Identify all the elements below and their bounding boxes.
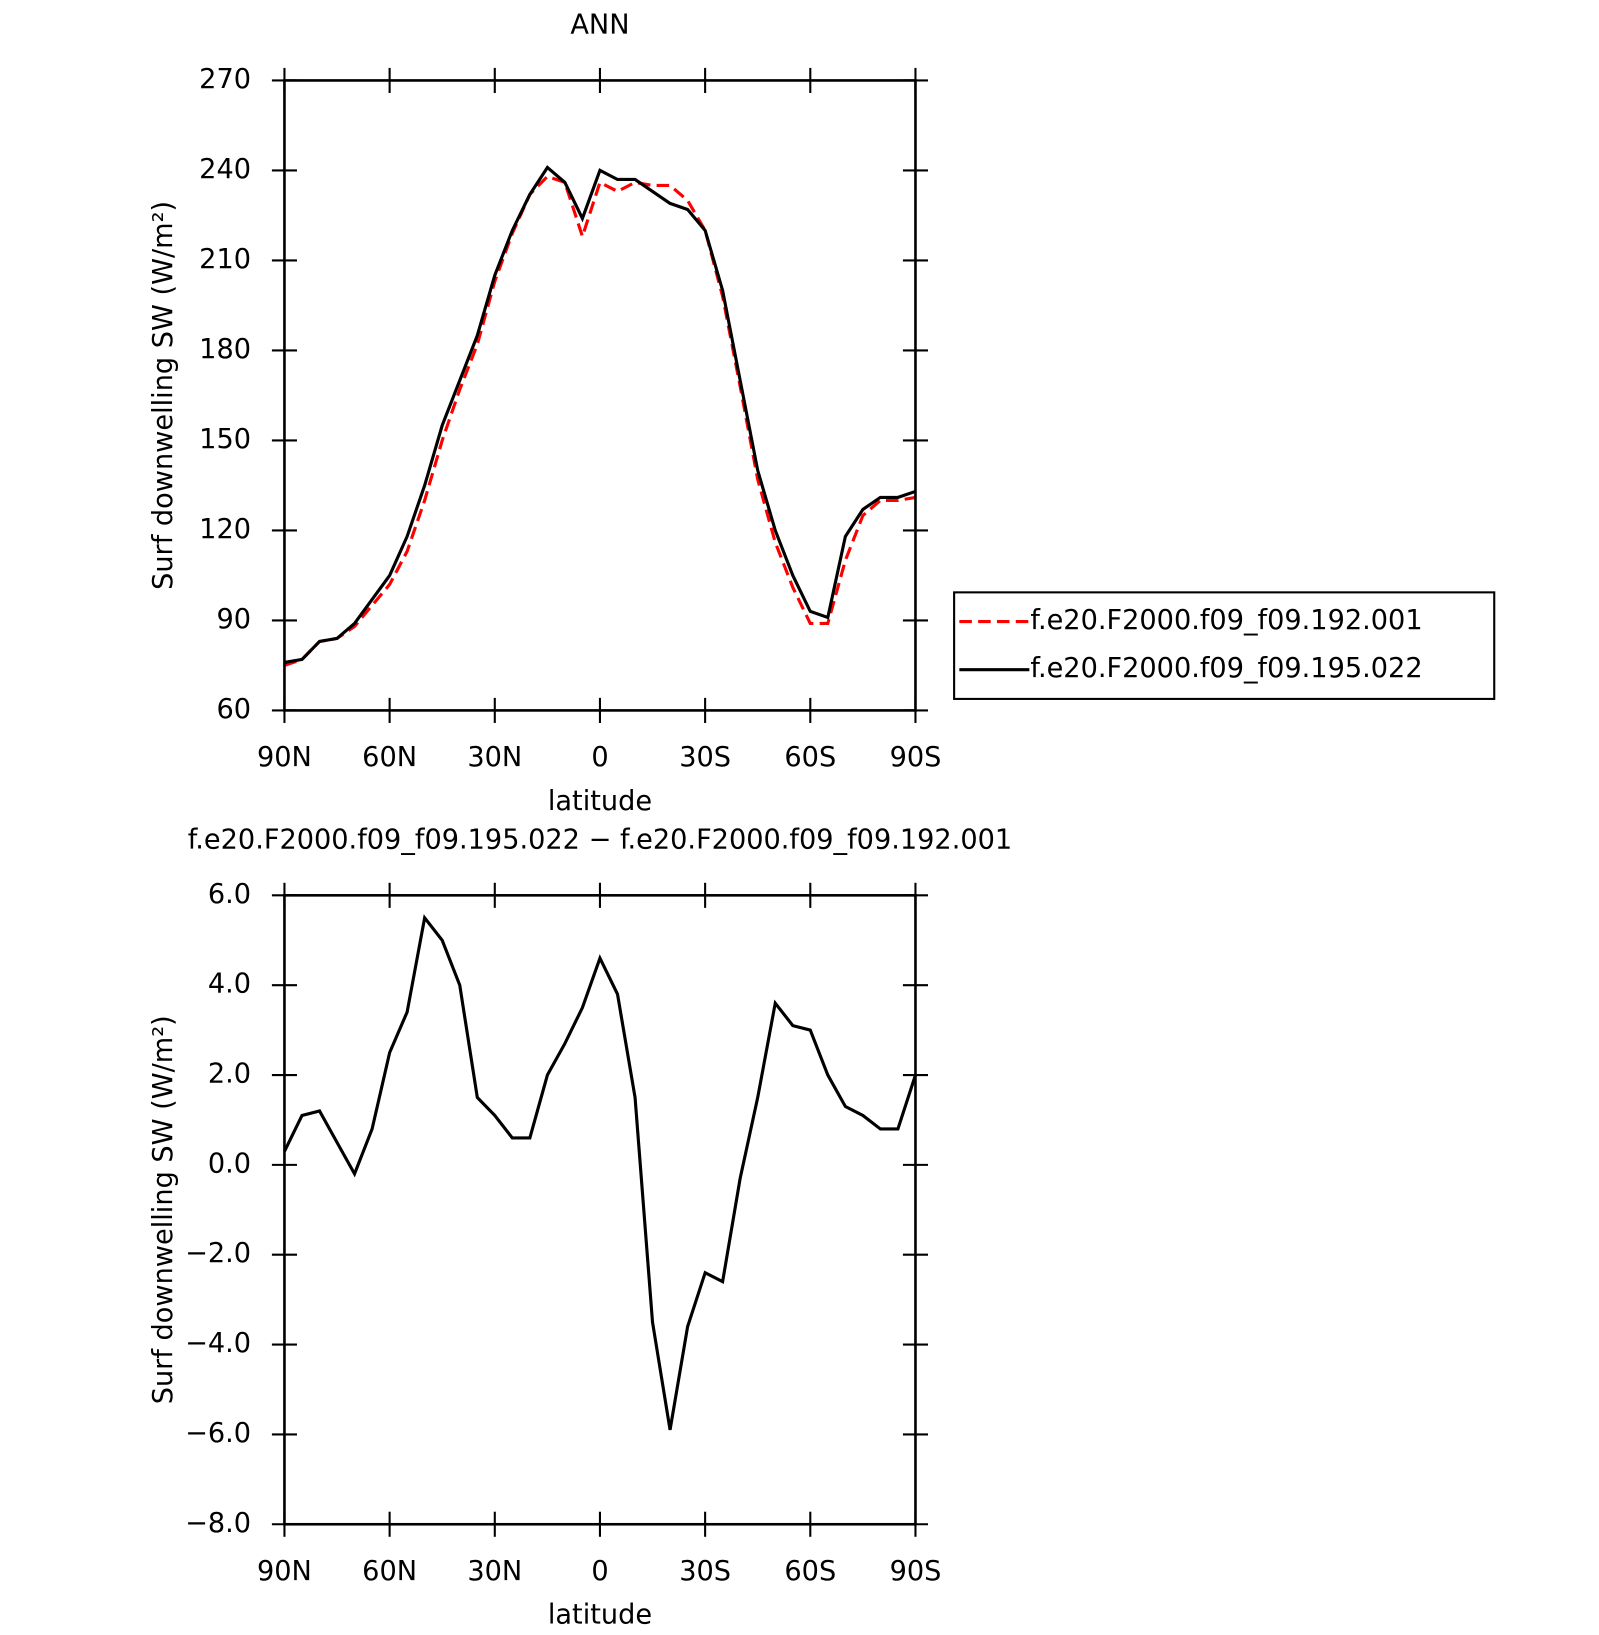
y-tick-label: 0.0 xyxy=(208,1148,251,1179)
x-tick-label: 60S xyxy=(784,742,836,773)
data-line xyxy=(283,914,917,1431)
x-tick-label: 30N xyxy=(467,742,522,773)
x-tick-label: 60S xyxy=(784,1556,836,1587)
x-tick-label: 0 xyxy=(591,1556,608,1587)
y-tick-label: −2.0 xyxy=(185,1238,251,1269)
y-tick-label: 6.0 xyxy=(208,879,251,910)
x-tick-label: 60N xyxy=(362,1556,417,1587)
data-line xyxy=(283,174,916,667)
y-tick-label: 4.0 xyxy=(208,969,251,1000)
x-tick-label: 90S xyxy=(890,1556,942,1587)
chart-title: ANN xyxy=(570,10,629,41)
x-tick-label: 30S xyxy=(679,1556,731,1587)
legend-box xyxy=(953,591,1496,700)
y-tick-label: 90 xyxy=(216,604,251,635)
y-tick-label: 210 xyxy=(199,244,251,275)
y-tick-label: 2.0 xyxy=(208,1059,251,1090)
y-tick-label: 120 xyxy=(199,514,251,545)
y-tick-label: −4.0 xyxy=(185,1328,251,1359)
x-tick-label: 30N xyxy=(467,1556,522,1587)
y-axis-label: Surf downwelling SW (W/m²) xyxy=(148,1015,179,1404)
y-tick-label: −8.0 xyxy=(185,1508,251,1539)
x-tick-label: 90N xyxy=(257,1556,312,1587)
legend-label: f.e20.F2000.f09_f09.195.022 xyxy=(1030,653,1422,684)
chart-title: f.e20.F2000.f09_f09.195.022 − f.e20.F200… xyxy=(188,825,1012,856)
data-line xyxy=(284,165,916,665)
y-tick-label: 60 xyxy=(216,694,251,725)
x-tick-label: 90S xyxy=(890,742,942,773)
legend-label: f.e20.F2000.f09_f09.192.001 xyxy=(1030,605,1422,636)
x-axis-label: latitude xyxy=(548,1600,652,1631)
plot-frame xyxy=(283,894,917,1526)
y-tick-label: 240 xyxy=(199,154,251,185)
x-axis-label: latitude xyxy=(548,786,652,817)
x-tick-label: 90N xyxy=(257,742,312,773)
x-tick-label: 60N xyxy=(362,742,417,773)
x-tick-label: 0 xyxy=(591,742,608,773)
plot-frame xyxy=(283,79,917,712)
y-tick-label: −6.0 xyxy=(185,1418,251,1449)
x-tick-label: 30S xyxy=(679,742,731,773)
y-axis-label: Surf downwelling SW (W/m²) xyxy=(148,201,179,590)
y-tick-label: 180 xyxy=(199,334,251,365)
y-tick-label: 150 xyxy=(199,424,251,455)
y-tick-label: 270 xyxy=(199,64,251,95)
